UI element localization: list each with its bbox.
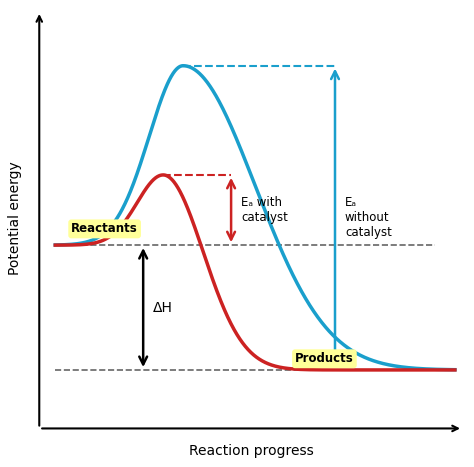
Text: Reaction progress: Reaction progress [189,444,313,458]
Text: Reactants: Reactants [71,222,138,235]
Text: Products: Products [295,352,354,365]
Text: Eₐ
without
catalyst: Eₐ without catalyst [345,196,392,239]
Text: ΔH: ΔH [153,301,173,315]
Text: Potential energy: Potential energy [9,161,22,275]
Text: Eₐ with
catalyst: Eₐ with catalyst [241,196,288,224]
